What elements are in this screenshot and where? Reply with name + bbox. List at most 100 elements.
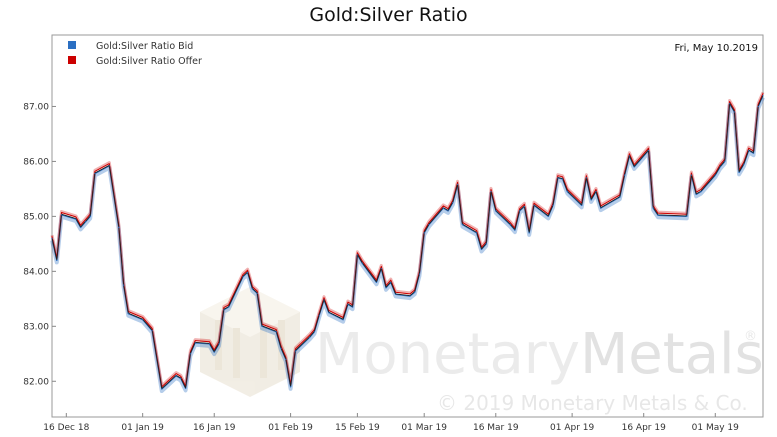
series-bid-point — [442, 207, 444, 209]
series-bid-point — [519, 210, 521, 212]
watermark-logo-icon — [200, 287, 300, 397]
series-bid-point — [142, 319, 144, 321]
series-bid-point — [418, 273, 421, 275]
series-bid-point — [647, 149, 650, 152]
series-bid-point — [89, 215, 91, 217]
y-tick-label: 86.00 — [23, 157, 49, 167]
watermark-brand-dark: Metals — [580, 322, 764, 387]
series-bid-point — [552, 204, 554, 206]
legend-swatch-offer — [68, 56, 76, 64]
series-bid-point — [724, 160, 726, 163]
series-bid-point — [280, 347, 282, 349]
series-bid-point — [719, 166, 721, 168]
series-bid-point — [600, 207, 602, 209]
series-bid-point — [748, 149, 750, 152]
series-bid-point — [590, 199, 592, 201]
y-tick-label: 82.00 — [23, 377, 49, 387]
date-label: Fri, May 10.2019 — [675, 43, 758, 54]
series-bid-point — [251, 288, 254, 290]
series-bid-point — [385, 287, 387, 289]
series-bid-point — [514, 229, 516, 231]
series-bid-point — [275, 331, 277, 333]
x-tick-label: 01 May 19 — [692, 423, 740, 433]
series-bid-point — [390, 281, 392, 283]
series-bid-point — [323, 299, 325, 301]
watermark-copyright: © 2019 Monetary Metals & Co. — [437, 391, 748, 415]
series-bid-point — [628, 155, 630, 157]
series-bid-point — [84, 221, 87, 223]
series-bid-point — [476, 232, 478, 234]
series-bid-point — [490, 191, 492, 193]
series-bid-point — [208, 343, 211, 345]
series-bid-point — [285, 358, 287, 360]
series-bid-point — [361, 262, 363, 264]
series-bid-point — [180, 377, 182, 380]
series-bid-point — [423, 232, 425, 234]
x-tick-label: 01 Feb 19 — [268, 423, 313, 433]
series-bid-point — [218, 343, 220, 345]
x-tick-label: 16 Jan 19 — [193, 423, 236, 433]
y-tick-label: 84.00 — [23, 267, 49, 277]
series-bid-point — [657, 214, 659, 216]
x-tick-label: 01 Mar 19 — [401, 423, 447, 433]
x-axis: 16 Dec 18 01 Jan 19 16 Jan 19 01 Feb 19 15 F… — [43, 413, 739, 433]
series-bid-point — [414, 291, 416, 293]
series-bid-point — [652, 207, 654, 209]
series-bid-point — [151, 330, 153, 332]
x-tick-label: 01 Jan 19 — [121, 423, 164, 433]
series-bid-point — [581, 204, 583, 206]
series-bid-point — [595, 191, 597, 193]
series-bid-point — [624, 174, 626, 176]
series-bid-point — [700, 191, 702, 193]
series-bid-point — [313, 331, 316, 333]
series-bid-point — [127, 313, 129, 315]
series-bid-point — [686, 215, 688, 217]
series-bid-point — [461, 224, 463, 226]
series-bid-point — [118, 226, 120, 228]
series-bid-point — [752, 152, 755, 154]
series-bid-point — [342, 319, 344, 321]
series-bid-point — [428, 224, 430, 226]
series-bid-point — [108, 165, 110, 167]
watermark-registered: ® — [744, 329, 757, 344]
series-bid-point — [485, 243, 487, 245]
series-bid-point — [394, 293, 397, 296]
series-bid-point — [356, 254, 358, 256]
chart-title: Gold:Silver Ratio — [309, 4, 468, 26]
series-bid-point — [328, 311, 330, 314]
series-bid-point — [380, 267, 382, 270]
series-bid-point — [457, 183, 459, 186]
series-bid-point — [619, 196, 621, 198]
series-bid-point — [633, 166, 635, 168]
series-bid-point — [566, 191, 568, 193]
series-bid-point — [528, 232, 530, 234]
series-bid-point — [523, 205, 526, 208]
x-tick-label: 16 Apr 19 — [622, 423, 666, 433]
series-bid-point — [60, 214, 63, 216]
x-tick-label: 01 Apr 19 — [550, 423, 594, 433]
series-bid-point — [247, 271, 249, 274]
series-bid-point — [289, 386, 292, 388]
series-bid-point — [738, 171, 740, 174]
series-bid-point — [409, 295, 411, 297]
series-bid-point — [757, 105, 759, 108]
series-bid-point — [557, 177, 559, 179]
series-bid-point — [509, 224, 511, 226]
x-tick-label: 16 Dec 18 — [43, 423, 89, 433]
legend-label-bid: Gold:Silver Ratio Bid — [96, 41, 193, 52]
series-bid-point — [194, 342, 196, 344]
plot-frame — [51, 34, 764, 418]
series-bid-point — [189, 353, 191, 355]
legend-item-offer: Gold:Silver Ratio Offer — [68, 56, 202, 67]
watermark-brand: MonetaryMetals — [315, 322, 764, 387]
series-bid-point — [352, 306, 354, 308]
legend: Gold:Silver Ratio Bid Gold:Silver Ratio … — [68, 41, 202, 67]
watermark-brand-light: Monetary — [315, 322, 580, 387]
series-bid-point — [294, 350, 296, 352]
series-bid-point — [690, 174, 693, 176]
series-bid-point — [695, 193, 697, 195]
series-bid-point — [80, 226, 82, 228]
series-bid-point — [261, 325, 263, 327]
series-bid-point — [447, 210, 449, 212]
